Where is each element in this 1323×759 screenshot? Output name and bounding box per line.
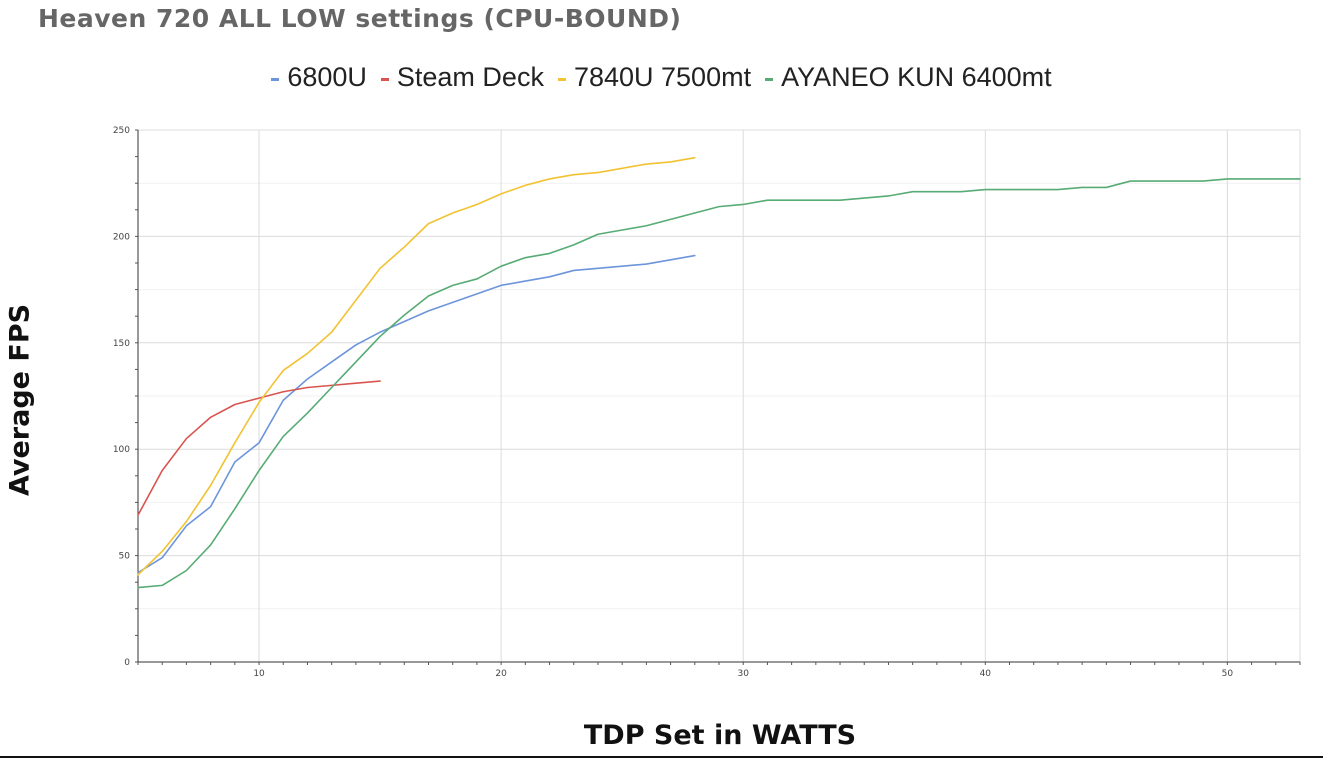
legend-swatch xyxy=(765,78,774,81)
legend-entry: Steam Deck xyxy=(380,62,544,93)
legend-entry: 6800U xyxy=(271,62,367,93)
y-tick-label: 100 xyxy=(113,445,130,455)
x-axis-label: TDP Set in WATTS xyxy=(583,720,857,751)
x-tick-label: 10 xyxy=(253,669,265,679)
legend-label: 6800U xyxy=(287,62,367,92)
y-tick-label: 150 xyxy=(113,339,130,349)
legend-label: Steam Deck xyxy=(396,62,544,92)
series-line-steam-deck xyxy=(137,380,381,516)
y-tick-label: 50 xyxy=(119,552,131,562)
legend-swatch xyxy=(557,78,566,81)
x-tick-label: 40 xyxy=(980,669,992,679)
legend-swatch xyxy=(380,78,389,81)
series-line-ayaneo-kun-6400mt xyxy=(137,178,1301,589)
chart-title: Heaven 720 ALL LOW settings (CPU-BOUND) xyxy=(38,4,682,33)
series-line-7840u-7500mt xyxy=(137,156,696,576)
bottom-rule xyxy=(0,756,1323,758)
y-tick-label: 0 xyxy=(124,658,130,668)
chart-legend: 6800U Steam Deck 7840U 7500mt AYANEO KUN 64… xyxy=(0,62,1323,93)
y-tick-label: 200 xyxy=(113,232,130,242)
series-line-6800u xyxy=(137,254,696,574)
legend-label: 7840U 7500mt xyxy=(573,62,752,92)
y-tick-label: 250 xyxy=(113,126,130,136)
legend-entry: 7840U 7500mt xyxy=(557,62,752,93)
legend-swatch xyxy=(271,78,280,81)
x-tick-label: 50 xyxy=(1222,669,1234,679)
legend-label: AYANEO KUN 6400mt xyxy=(781,62,1052,92)
legend-entry: AYANEO KUN 6400mt xyxy=(765,62,1052,93)
x-tick-label: 30 xyxy=(737,669,749,679)
x-tick-label: 20 xyxy=(495,669,507,679)
